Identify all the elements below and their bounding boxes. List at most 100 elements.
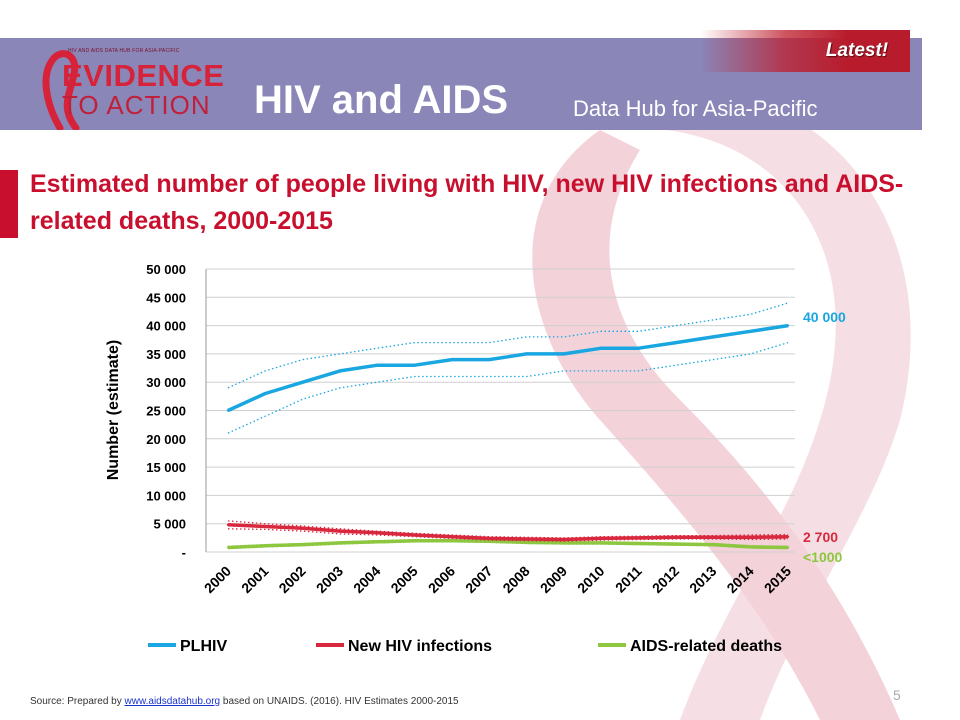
- logo-caption: HIV AND AIDS DATA HUB FOR ASIA-PACIFIC: [68, 48, 180, 54]
- plhiv-point: [301, 381, 304, 384]
- aids-related-deaths-point: [600, 541, 603, 545]
- aids-related-deaths-point: [525, 541, 528, 544]
- latest-banner: [700, 30, 910, 72]
- new-hiv-infections-point: [600, 537, 603, 540]
- aids-related-deaths-point: [637, 542, 640, 545]
- x-tick-label: 2010: [574, 563, 607, 596]
- new-hiv-infections-point: [525, 537, 528, 541]
- new-hiv-infections-point: [562, 538, 566, 541]
- latest-button[interactable]: Latest!: [825, 40, 889, 61]
- end-value-label: <1000: [803, 549, 843, 565]
- plhiv-point: [488, 358, 491, 361]
- plhiv-point: [562, 352, 566, 356]
- source-prefix: Source: Prepared by: [30, 696, 122, 707]
- plhiv-point: [376, 364, 379, 367]
- plhiv-point: [674, 341, 678, 344]
- new-hiv-infections-series-line: [227, 523, 789, 542]
- y-tick-label: 25 000: [146, 404, 186, 419]
- logo-ribbon-icon: [42, 50, 80, 130]
- x-tick-label: 2009: [537, 563, 570, 596]
- aids-related-deaths-point: [712, 543, 715, 546]
- legend-label: PLHIV: [180, 638, 227, 655]
- y-tick-label: 20 000: [146, 432, 186, 447]
- source-link[interactable]: www.aidsdatahub.org: [124, 696, 221, 707]
- aids-related-deaths-point: [301, 543, 304, 546]
- evidence-to-action-logo: HIV AND AIDS DATA HUB FOR ASIA-PACIFIC E…: [40, 44, 240, 130]
- x-tick-label: 2003: [313, 563, 346, 596]
- new-hiv-infections-point: [413, 533, 416, 537]
- x-tick-label: 2001: [238, 563, 271, 596]
- plhiv-point: [786, 324, 790, 327]
- x-tick-label: 2014: [723, 563, 756, 596]
- new-hiv-infections-point: [338, 529, 342, 533]
- plhiv-point: [264, 392, 267, 395]
- x-tick-label: 2002: [275, 563, 308, 596]
- y-tick-label: 15 000: [146, 460, 186, 475]
- logo-evidence-text: EVIDENCE: [62, 58, 225, 93]
- new-hiv-infections-point: [786, 535, 790, 538]
- x-tick-label: 2004: [350, 563, 383, 596]
- new-hiv-infections-point: [674, 536, 678, 539]
- plhiv-point: [637, 347, 640, 350]
- x-tick-label: 2013: [686, 563, 719, 596]
- slide-title: Estimated number of people living with H…: [30, 170, 904, 235]
- header-subtitle: Data Hub for Asia-Pacific: [573, 96, 818, 121]
- aids-related-deaths-series-line: [227, 538, 789, 550]
- x-tick-label: 2000: [201, 563, 234, 596]
- y-tick-label: 50 000: [146, 262, 186, 277]
- plhiv-point: [450, 358, 454, 361]
- x-tick-label: 2011: [612, 563, 645, 596]
- aids-related-deaths-point: [786, 546, 790, 549]
- x-tick-label: 2012: [649, 563, 682, 596]
- plhiv-point: [749, 330, 752, 333]
- new-hiv-infections-point: [376, 531, 379, 534]
- aids-related-deaths-point: [413, 539, 416, 542]
- y-tick-label: 5 000: [153, 517, 186, 532]
- aids-related-deaths-point: [376, 540, 379, 544]
- new-hiv-infections-point: [301, 527, 304, 530]
- new-hiv-infections-point: [264, 525, 267, 528]
- legend-label: New HIV infections: [348, 638, 492, 655]
- aids-related-deaths-point: [450, 539, 454, 542]
- plhiv-point: [600, 347, 603, 350]
- title-accent-bar: [0, 170, 18, 238]
- plhiv-point: [338, 369, 342, 373]
- y-tick-label: 35 000: [146, 347, 186, 362]
- end-value-label: 2 700: [803, 529, 838, 545]
- plhiv-upper-bound: [227, 302, 789, 389]
- new-hiv-infections-point: [712, 536, 715, 539]
- new-hiv-infections-point: [450, 535, 454, 538]
- aids-related-deaths-point: [226, 546, 230, 549]
- x-tick-label: 2006: [425, 563, 458, 596]
- aids-related-deaths-point: [562, 541, 566, 545]
- page-number: 5: [893, 687, 901, 703]
- plhiv-point: [226, 409, 230, 412]
- header-title: HIV and AIDS: [254, 78, 509, 122]
- new-hiv-infections-point: [488, 537, 491, 540]
- x-tick-label: 2007: [462, 563, 495, 596]
- y-tick-label: 45 000: [146, 290, 186, 305]
- new-hiv-infections-point: [226, 523, 230, 527]
- y-axis-label: Number (estimate): [105, 340, 122, 480]
- source-suffix: based on UNAIDS. (2016). HIV Estimates 2…: [222, 696, 459, 707]
- x-tick-label: 2015: [761, 563, 794, 596]
- logo-to-action-text: TO ACTION: [62, 90, 211, 120]
- end-value-label: 40 000: [803, 309, 846, 325]
- plhiv-point: [413, 364, 416, 367]
- y-tick-label: 10 000: [146, 488, 186, 503]
- plhiv-series-line: [227, 323, 789, 413]
- new-hiv-infections-point: [749, 536, 752, 539]
- legend-label: AIDS-related deaths: [630, 638, 782, 655]
- aids-related-deaths-point: [749, 545, 752, 549]
- plhiv-point: [525, 352, 528, 356]
- plhiv-point: [712, 335, 715, 339]
- x-tick-label: 2008: [499, 563, 532, 596]
- new-hiv-infections-point: [637, 536, 640, 540]
- x-tick-label: 2005: [387, 563, 420, 596]
- y-tick-label: 30 000: [146, 375, 186, 390]
- source-note: Source: Prepared by www.aidsdatahub.org …: [30, 696, 459, 707]
- aids-related-deaths-point: [264, 544, 267, 547]
- aids-related-deaths-point: [338, 541, 342, 545]
